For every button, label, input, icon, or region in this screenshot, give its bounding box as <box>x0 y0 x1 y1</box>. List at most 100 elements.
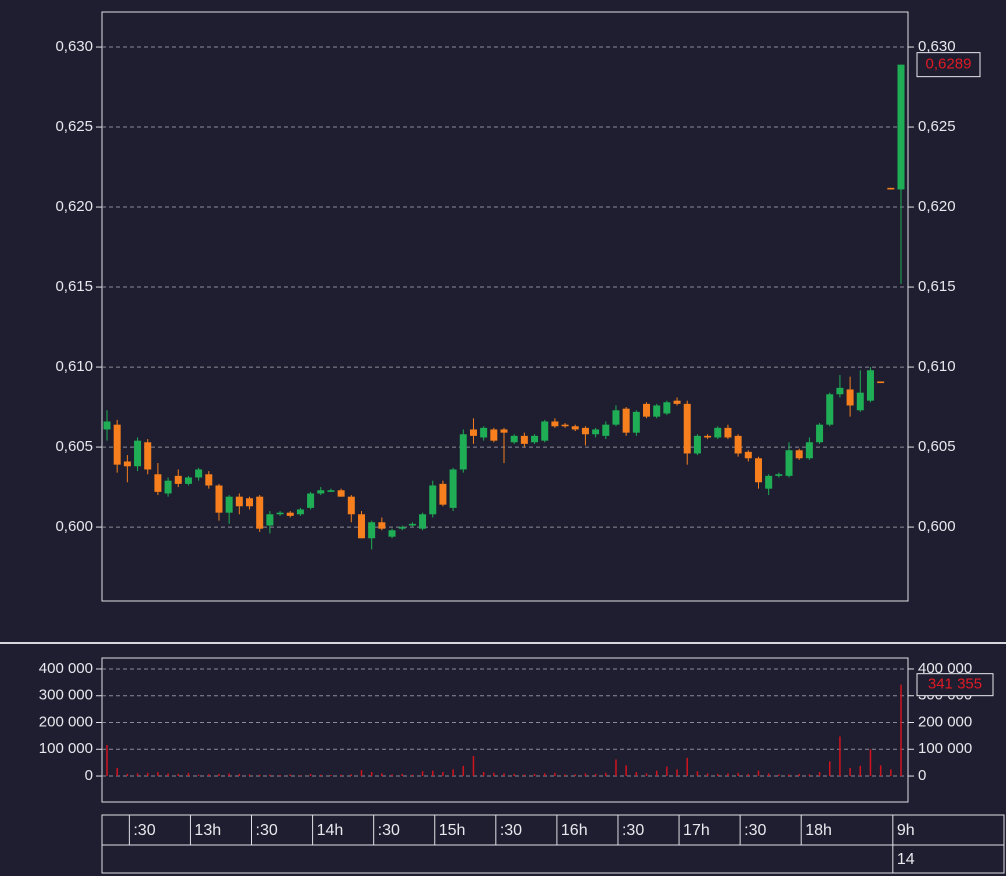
volume-bar <box>788 774 790 777</box>
candle-body <box>541 421 549 441</box>
candle-body <box>246 498 254 507</box>
candle-body <box>449 469 457 508</box>
candle-body <box>805 442 813 459</box>
volume-bar <box>584 773 587 777</box>
y2-tick-label: 0,605 <box>918 438 956 455</box>
candle-body <box>266 514 274 526</box>
volume-bar <box>136 773 139 777</box>
y2-tick-label: 0,620 <box>918 198 956 215</box>
candle-body <box>622 408 630 433</box>
volume-bar <box>594 773 597 777</box>
candle-body <box>317 490 325 494</box>
candle-body <box>836 387 844 395</box>
candle-body <box>490 429 498 441</box>
candle-body <box>877 381 885 384</box>
volume-bar <box>513 773 515 777</box>
volume-bar <box>279 774 281 777</box>
candle-body <box>408 523 416 526</box>
volume-bar <box>747 773 750 777</box>
candle-body <box>164 480 172 494</box>
candle-body <box>368 522 376 539</box>
candle-body <box>897 64 905 190</box>
y-tick-label: 0,600 <box>55 518 93 535</box>
volume-bar <box>442 772 444 777</box>
volume-bar <box>381 773 383 777</box>
volume-bar <box>330 774 332 777</box>
candle-body <box>795 450 803 459</box>
candle-body <box>551 421 559 427</box>
y-tick-label: 0,615 <box>55 278 93 295</box>
volume-bar <box>686 757 688 777</box>
volume-bar <box>543 773 546 777</box>
volume-bar <box>238 773 241 777</box>
volume-bar <box>167 773 169 777</box>
volume-bar <box>839 736 841 777</box>
y2-tick-label: 0,610 <box>918 358 956 375</box>
volume-bar <box>187 772 190 777</box>
candle-body <box>683 403 691 454</box>
candle-body <box>846 389 854 406</box>
volume-bar <box>635 772 638 777</box>
x-tick-label: :30 <box>256 822 278 839</box>
volume-bar <box>706 773 709 777</box>
x-tick-label: :30 <box>133 822 155 839</box>
candle-body <box>215 485 223 513</box>
candle-body <box>307 493 315 508</box>
volume-bar <box>269 774 271 777</box>
volume-frame <box>101 657 909 803</box>
volume-bar <box>116 768 118 777</box>
volume-bar <box>645 773 648 777</box>
candle-body <box>754 458 762 483</box>
candle-body <box>174 475 182 484</box>
x-tick-label: 9h <box>897 822 915 839</box>
volume-bar <box>340 774 342 777</box>
volume-bar <box>625 765 627 777</box>
candle-body <box>419 514 427 529</box>
volume-bar <box>360 770 363 777</box>
x-tick-label: 18h <box>805 822 832 839</box>
price-frame <box>101 11 909 602</box>
volume-bar <box>890 769 892 777</box>
candle-body <box>734 435 742 454</box>
candle-body <box>673 400 681 404</box>
candle-body <box>571 426 579 430</box>
candle-body <box>704 435 712 438</box>
candle-body <box>500 429 508 433</box>
candle-body <box>653 405 661 417</box>
candle-body <box>612 410 620 425</box>
candle-body <box>816 424 824 443</box>
volume-bar <box>655 770 658 777</box>
volume-bar <box>717 773 719 777</box>
x-tick-label: :30 <box>378 822 400 839</box>
y-tick-label: 0,620 <box>55 198 93 215</box>
x-tick-label: :30 <box>744 822 766 839</box>
volume-bar <box>808 774 811 777</box>
x-tick-label: 16h <box>561 822 588 839</box>
y2-tick-label: 200 000 <box>918 713 972 730</box>
candle-body <box>225 496 233 513</box>
candle-body <box>459 434 467 470</box>
candle-body <box>184 477 192 484</box>
candle-body <box>714 427 722 438</box>
candle-body <box>632 411 640 433</box>
candle-body <box>480 427 488 438</box>
candle-body <box>602 424 610 436</box>
candle-body <box>296 509 304 515</box>
volume-bar <box>696 771 699 777</box>
y-tick-label: 0,605 <box>55 438 93 455</box>
volume-bar <box>493 772 495 777</box>
candle-body <box>429 485 437 515</box>
candle-body <box>205 474 213 486</box>
volume-bar <box>798 773 800 777</box>
volume-bar <box>106 744 108 777</box>
volume-bar <box>900 684 902 777</box>
y-tick-label: 100 000 <box>39 740 93 757</box>
y-tick-label: 200 000 <box>39 713 93 730</box>
candle-body <box>531 435 539 443</box>
candle-body <box>866 370 874 401</box>
y2-tick-label: 0,615 <box>918 278 956 295</box>
y-tick-label: 400 000 <box>39 660 93 677</box>
volume-bar <box>605 772 607 777</box>
candle-body <box>103 421 111 430</box>
